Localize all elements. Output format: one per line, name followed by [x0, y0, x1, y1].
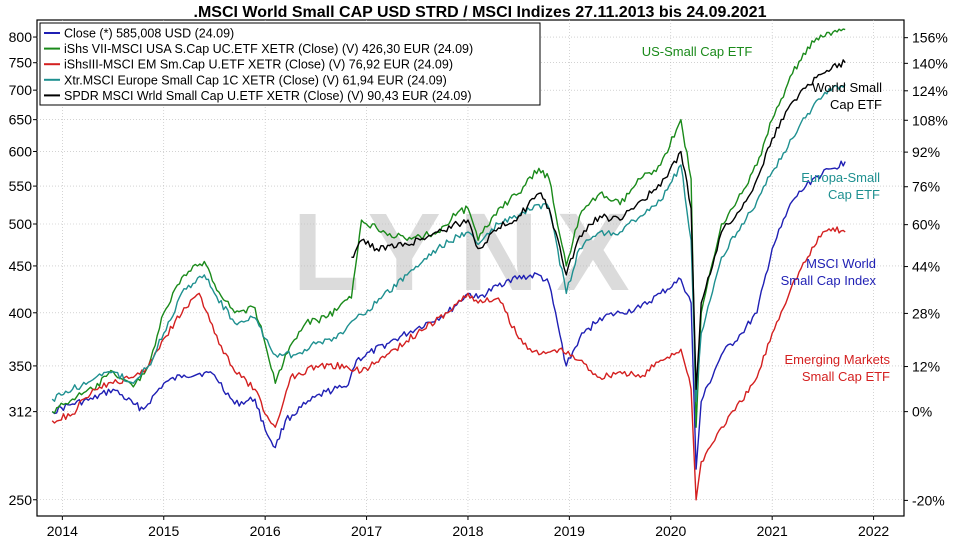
x-tick-label: 2015: [148, 523, 179, 539]
x-tick-label: 2020: [655, 523, 686, 539]
right-tick-label: -20%: [912, 492, 945, 508]
y-tick-label: 400: [9, 305, 33, 321]
legend-label: SPDR MSCI Wrld Small Cap U.ETF XETR (Clo…: [64, 89, 472, 103]
y-tick-label: 450: [9, 258, 33, 274]
series-line: [51, 84, 846, 403]
axis-labels: 250 312 350 400 450 500 550 600 650 700 750 800 -20%…: [9, 29, 948, 539]
annotation-label: Europa-Small Cap ETF: [801, 170, 880, 202]
right-tick-label: 92%: [912, 144, 940, 160]
annotation-line: Small Cap Index: [781, 273, 877, 288]
annotation-line: Cap ETF: [830, 97, 882, 112]
watermark: LYNX: [292, 191, 647, 314]
annotation-label: World Small Cap ETF: [812, 80, 882, 112]
annotation-line: Europa-Small: [801, 170, 880, 185]
right-tick-label: 124%: [912, 83, 948, 99]
y-tick-label: 600: [9, 143, 33, 159]
right-tick-label: 44%: [912, 259, 940, 275]
legend: Close (*) 585,008 USD (24.09)iShs VII-MS…: [39, 22, 541, 106]
legend-box: [39, 22, 541, 106]
right-tick-label: 76%: [912, 179, 940, 195]
y-tick-label: 800: [9, 29, 33, 45]
y-tick-label: 500: [9, 216, 33, 232]
annotation-line: Cap ETF: [828, 187, 880, 202]
x-tick-label: 2014: [47, 523, 78, 539]
y-tick-label: 650: [9, 112, 33, 128]
annotation-label: MSCI World Small Cap Index: [781, 256, 877, 288]
series-line: [351, 59, 846, 390]
y-tick-label: 750: [9, 55, 33, 71]
x-tick-label: 2017: [351, 523, 382, 539]
annotation-label: Emerging Markets Small Cap ETF: [785, 352, 891, 384]
y-tick-label: 550: [9, 178, 33, 194]
y-tick-label: 700: [9, 82, 33, 98]
right-tick-label: 12%: [912, 359, 940, 375]
legend-label: iShsIII-MSCI EM Sm.Cap U.ETF XETR (Close…: [64, 58, 453, 72]
chart-title: .MSCI World Small CAP USD STRD / MSCI In…: [194, 4, 767, 21]
x-tick-label: 2018: [452, 523, 483, 539]
right-tick-label: 60%: [912, 217, 940, 233]
annotation-line: World Small: [812, 80, 882, 95]
annotation-line: Small Cap ETF: [802, 369, 890, 384]
legend-label: Close (*) 585,008 USD (24.09): [64, 27, 234, 41]
right-tick-label: 140%: [912, 55, 948, 71]
legend-label: Xtr.MSCI Europe Small Cap 1C XETR (Close…: [64, 73, 447, 87]
y-tick-label: 312: [9, 404, 33, 420]
legend-label: iShs VII-MSCI USA S.Cap UC.ETF XETR (Clo…: [64, 42, 473, 56]
x-tick-label: 2019: [554, 523, 585, 539]
annotation-label: US-Small Cap ETF: [642, 44, 753, 59]
plot-area: [36, 19, 905, 517]
x-tick-label: 2021: [757, 523, 788, 539]
annotation-line: MSCI World: [806, 256, 876, 271]
annotation-line: Emerging Markets: [785, 352, 891, 367]
right-tick-label: 156%: [912, 30, 948, 46]
y-tick-label: 250: [9, 492, 33, 508]
right-tick-label: 108%: [912, 112, 948, 128]
right-tick-label: 28%: [912, 305, 940, 321]
annotation-line: US-Small Cap ETF: [642, 44, 753, 59]
x-tick-label: 2016: [250, 523, 281, 539]
series-lines: [51, 28, 846, 501]
y-tick-label: 350: [9, 358, 33, 374]
right-tick-label: 0%: [912, 404, 932, 420]
x-tick-label: 2022: [858, 523, 889, 539]
series-line: [51, 226, 846, 501]
